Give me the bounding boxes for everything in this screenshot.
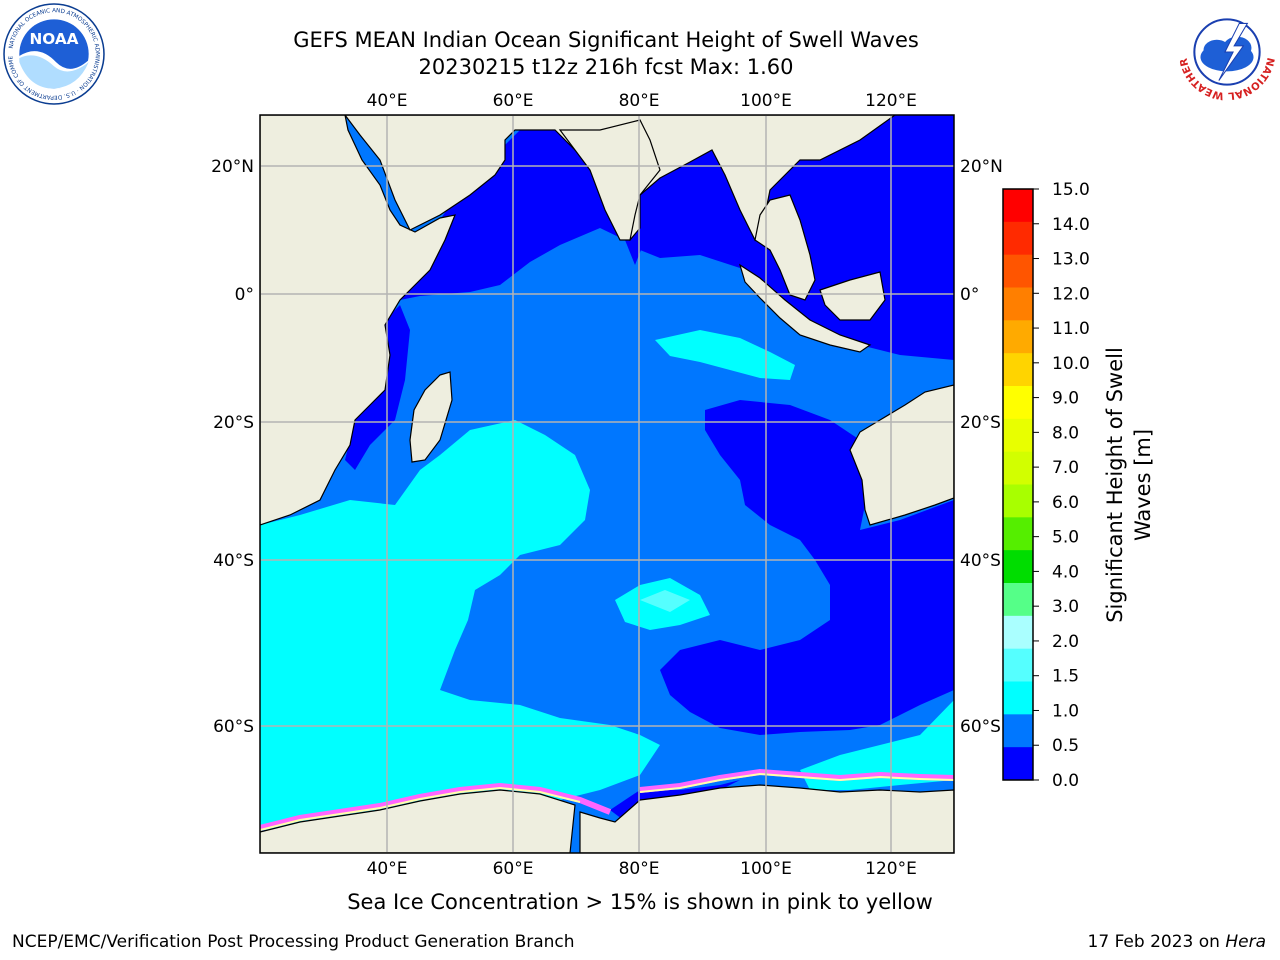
lat-label-right-60s: 60°S: [960, 717, 1001, 737]
lat-label-right-20s: 20°S: [960, 413, 1001, 433]
lon-labels-bottom: 40°E 60°E 80°E 100°E 120°E: [367, 859, 917, 879]
colorbar-tick-label: 11.0: [1052, 319, 1090, 339]
colorbar-tick-label: 8.0: [1052, 423, 1079, 443]
lat-label-left-20n: 20°N: [211, 157, 254, 177]
colorbar: 15.0 14.0 13.0 12.0 11.0 10.0 9.0 8.0 7.0 6.0 5.0 4…: [1002, 180, 1090, 791]
lon-label-bottom-120e: 120°E: [865, 859, 917, 879]
lon-label-top-120e: 120°E: [865, 91, 917, 111]
colorbar-swatch: [1003, 517, 1033, 551]
sea-ice-caption: Sea Ice Concentration > 15% is shown in …: [347, 890, 933, 914]
swell-band-1-1.5-southeast-strip: [800, 700, 954, 790]
footer-date: 17 Feb 2023 on: [1087, 932, 1226, 952]
colorbar-tick-label: 5.0: [1052, 528, 1079, 548]
map-panel: [260, 115, 954, 853]
colorbar-tick-label: 0.5: [1052, 736, 1079, 756]
sea-ice-core: [260, 772, 954, 831]
colorbar-tick-label: 1.5: [1052, 667, 1079, 687]
lat-label-left-40s: 40°S: [213, 551, 254, 571]
colorbar-tick-label: 1.0: [1052, 701, 1079, 721]
lon-label-bottom-80e: 80°E: [619, 859, 660, 879]
colorbar-tick-label: 4.0: [1052, 562, 1079, 582]
land-madagascar: [409, 371, 453, 463]
noaa-logo: NOAA NATIONAL OCEANIC AND ATMOSPHERIC AD…: [3, 3, 105, 105]
land-southeast-asia: [738, 194, 886, 353]
colorbar-tick-label: 9.0: [1052, 389, 1079, 409]
lat-label-left-0: 0°: [235, 285, 254, 305]
land-australia: [849, 384, 954, 526]
colorbar-frame: [1002, 188, 1034, 781]
colorbar-tick-label: 0.0: [1052, 771, 1079, 791]
swell-band-1-1.5-southwest: [260, 420, 660, 830]
lon-label-bottom-60e: 60°E: [493, 859, 534, 879]
colorbar-tick-label: 13.0: [1052, 250, 1090, 270]
colorbar-tick-label: 12.0: [1052, 284, 1090, 304]
colorbar-tick-label: 10.0: [1052, 354, 1090, 374]
footer-machine: Hera: [1225, 932, 1266, 952]
colorbar-title-line1: Significant Height of Swell: [1103, 347, 1127, 623]
swell-band-1-1.5-east: [655, 330, 795, 380]
lat-labels-right: 20°N 0° 20°S 40°S 60°S: [960, 157, 1003, 737]
colorbar-swatch: [1003, 648, 1033, 682]
nws-logo: NATIONAL WEATHER SERVICE: [1176, 1, 1276, 101]
colorbar-tick-label: 15.0: [1052, 180, 1090, 200]
colorbar-swatch: [1003, 583, 1033, 617]
lat-label-right-40s: 40°S: [960, 551, 1001, 571]
colorbar-swatch: [1003, 287, 1033, 321]
colorbar-swatch: [1003, 221, 1033, 256]
lon-label-top-80e: 80°E: [619, 91, 660, 111]
colorbar-swatch: [1003, 484, 1033, 518]
colorbar-title-line2: Waves [m]: [1131, 429, 1155, 541]
colorbar-tick-label: 7.0: [1052, 458, 1079, 478]
lon-label-top-40e: 40°E: [367, 91, 408, 111]
lat-label-right-20n: 20°N: [960, 157, 1003, 177]
swell-band-0-0.5-arabian-sea: [400, 128, 645, 300]
colorbar-swatch: [1003, 550, 1033, 584]
colorbar-tick-label: 2.0: [1052, 632, 1079, 652]
lon-label-bottom-40e: 40°E: [367, 859, 408, 879]
footer-credit: NCEP/EMC/Verification Post Processing Pr…: [12, 932, 575, 952]
lat-labels-left: 20°N 0° 20°S 40°S 60°S: [211, 157, 254, 737]
colorbar-swatch: [1003, 189, 1033, 223]
lon-labels-top: 40°E 60°E 80°E 100°E 120°E: [367, 91, 917, 111]
swell-band-1.5-2-patch: [640, 590, 690, 612]
colorbar-tick-label: 3.0: [1052, 597, 1079, 617]
colorbar-swatch: [1003, 418, 1033, 453]
colorbar-tick-label: 14.0: [1052, 215, 1090, 235]
colorbar-swatch: [1003, 615, 1033, 650]
lon-label-top-60e: 60°E: [493, 91, 534, 111]
map-gridlines: [260, 115, 954, 853]
colorbar-tick-label: 6.0: [1052, 493, 1079, 513]
lat-label-left-20s: 20°S: [213, 413, 254, 433]
swell-band-0-0.5-southeast: [660, 400, 954, 735]
footer-timestamp: 17 Feb 2023 on Hera: [1088, 932, 1266, 952]
colorbar-swatch: [1003, 714, 1033, 748]
noaa-logo-text: NOAA: [29, 30, 78, 48]
map-frame: [259, 114, 955, 854]
lon-label-top-100e: 100°E: [740, 91, 792, 111]
colorbar-swatch: [1003, 386, 1033, 420]
lat-label-left-60s: 60°S: [213, 717, 254, 737]
lon-label-bottom-100e: 100°E: [740, 859, 792, 879]
colorbar-swatch: [1003, 747, 1033, 781]
colorbar-swatch: [1003, 254, 1033, 288]
land-antarctica: [260, 784, 954, 853]
colorbar-swatch: [1003, 451, 1033, 485]
land-india: [558, 119, 661, 241]
colorbar-swatch: [1003, 353, 1033, 387]
colorbar-swatch: [1003, 320, 1033, 354]
colorbar-swatch: [1003, 681, 1033, 715]
chart-title: GEFS MEAN Indian Ocean Significant Heigh…: [293, 28, 919, 52]
chart-subtitle: 20230215 t12z 216h fcst Max: 1.60: [418, 55, 794, 79]
lat-label-right-0: 0°: [960, 285, 979, 305]
sea-ice-fringe: [260, 768, 954, 831]
